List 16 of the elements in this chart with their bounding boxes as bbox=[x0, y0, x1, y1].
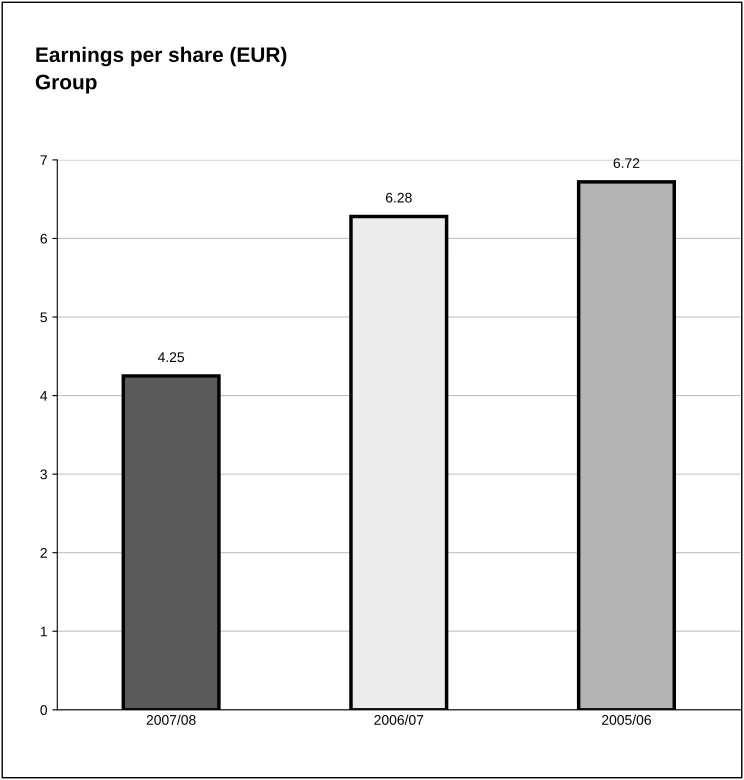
y-tick-label: 2 bbox=[40, 548, 47, 558]
y-tick-label: 1 bbox=[40, 626, 47, 636]
data-label: 6.28 bbox=[386, 192, 412, 203]
chart-subtitle: Group bbox=[36, 74, 97, 94]
y-tick-label: 0 bbox=[40, 705, 48, 715]
x-tick-label: 2006/07 bbox=[374, 714, 424, 725]
y-tick-label: 3 bbox=[40, 469, 47, 480]
x-tick-label: 2005/06 bbox=[602, 714, 651, 725]
data-label: 4.25 bbox=[158, 352, 184, 362]
chart-title: Earnings per share (EUR) bbox=[36, 46, 286, 66]
x-tick-label: 2007/08 bbox=[146, 714, 196, 725]
data-label: 6.72 bbox=[614, 158, 640, 168]
y-tick-label: 6 bbox=[40, 234, 47, 244]
y-tick-label: 7 bbox=[40, 155, 47, 165]
y-tick-label: 5 bbox=[40, 312, 47, 322]
y-tick-label: 4 bbox=[40, 391, 48, 401]
